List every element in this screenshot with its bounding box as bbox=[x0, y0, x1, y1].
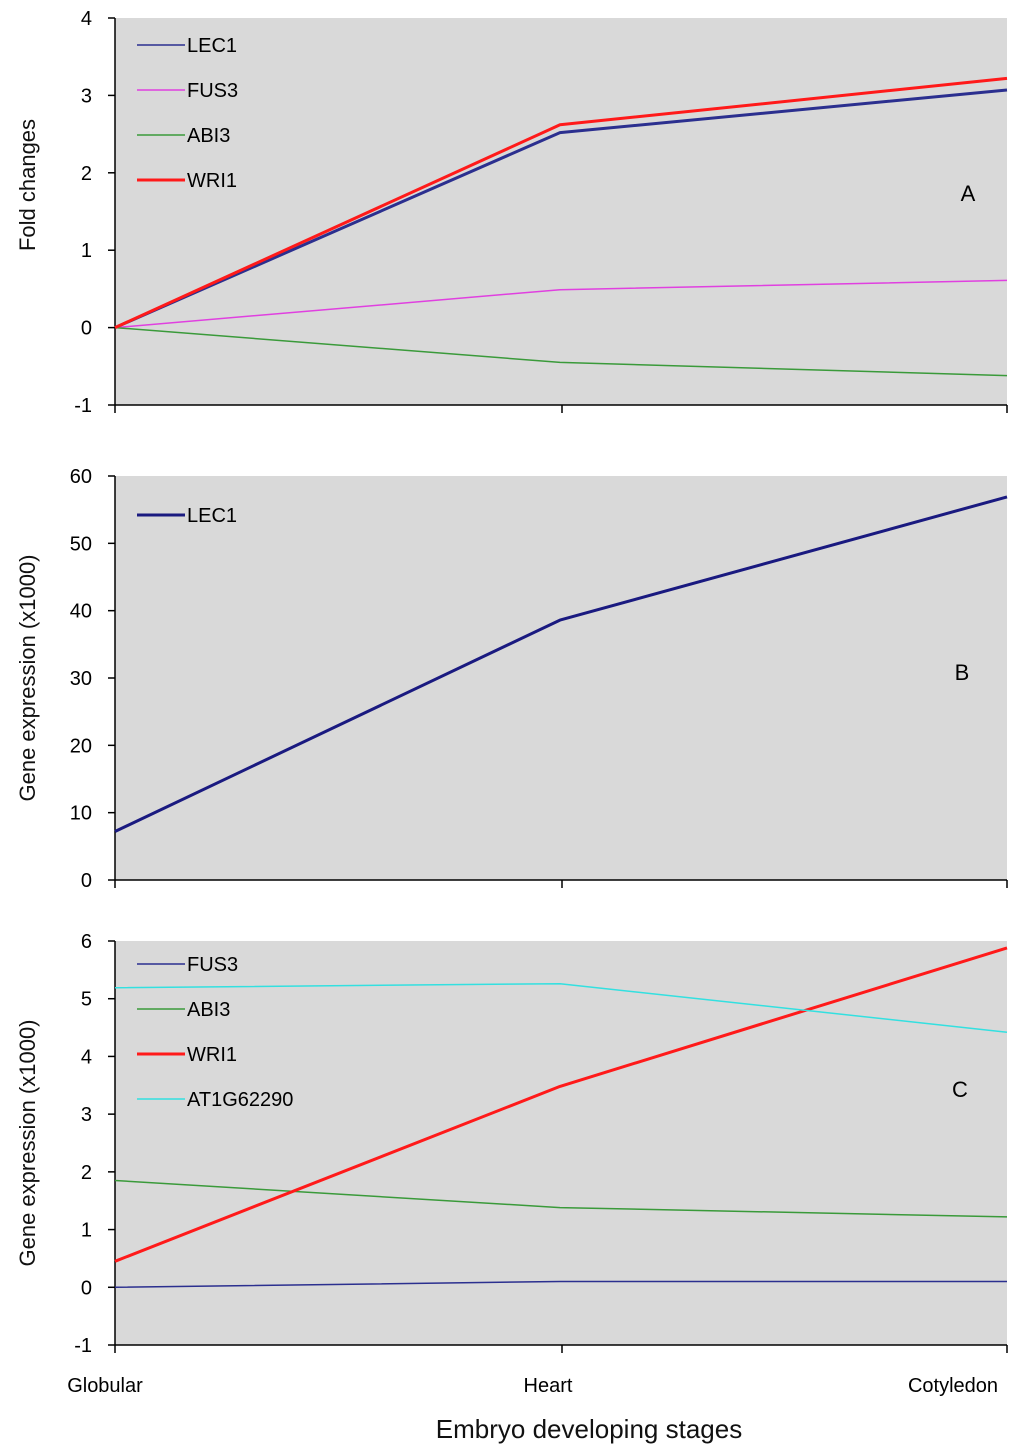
y-tick-label: 40 bbox=[70, 601, 92, 623]
y-tick-label: 3 bbox=[81, 1104, 92, 1126]
plot-area-c bbox=[115, 941, 1007, 1345]
plot-area-a bbox=[115, 18, 1007, 405]
x-tick-label: Globular bbox=[67, 1375, 143, 1397]
y-tick-label: 0 bbox=[81, 1277, 92, 1299]
legend-label: WRI1 bbox=[187, 170, 237, 192]
y-tick-label: 3 bbox=[81, 85, 92, 107]
y-tick-label: 2 bbox=[81, 1162, 92, 1184]
panel-letter: C bbox=[952, 1077, 968, 1102]
legend-label: LEC1 bbox=[187, 505, 237, 527]
y-tick-label: 0 bbox=[81, 870, 92, 892]
y-tick-label: 10 bbox=[70, 803, 92, 825]
legend-label: FUS3 bbox=[187, 954, 238, 976]
y-tick-label: 1 bbox=[81, 240, 92, 262]
y-tick-label: 4 bbox=[81, 1046, 92, 1068]
y-tick-label: -1 bbox=[74, 1335, 92, 1357]
y-axis-title: Gene expression (x1000) bbox=[15, 1019, 40, 1266]
legend-label: AT1G62290 bbox=[187, 1089, 293, 1111]
y-tick-label: 2 bbox=[81, 163, 92, 185]
x-axis-title: Embryo developing stages bbox=[436, 1414, 742, 1444]
y-tick-label: -1 bbox=[74, 395, 92, 417]
legend-label: LEC1 bbox=[187, 35, 237, 57]
y-tick-label: 50 bbox=[70, 533, 92, 555]
y-axis-title: Fold changes bbox=[15, 119, 40, 251]
y-tick-label: 0 bbox=[81, 318, 92, 340]
legend-label: WRI1 bbox=[187, 1044, 237, 1066]
y-axis-title: Gene expression (x1000) bbox=[15, 554, 40, 801]
panel-letter: B bbox=[955, 660, 970, 685]
y-tick-label: 4 bbox=[81, 8, 92, 30]
y-tick-label: 60 bbox=[70, 466, 92, 488]
x-tick-label: Cotyledon bbox=[908, 1375, 998, 1397]
legend-label: ABI3 bbox=[187, 999, 230, 1021]
y-tick-label: 5 bbox=[81, 989, 92, 1011]
legend-label: FUS3 bbox=[187, 80, 238, 102]
plot-area-b bbox=[115, 476, 1007, 880]
y-tick-label: 20 bbox=[70, 735, 92, 757]
y-tick-label: 1 bbox=[81, 1220, 92, 1242]
panel-letter: A bbox=[961, 181, 976, 206]
y-tick-label: 6 bbox=[81, 931, 92, 953]
y-tick-label: 30 bbox=[70, 668, 92, 690]
x-tick-label: Heart bbox=[524, 1375, 573, 1397]
legend-label: ABI3 bbox=[187, 125, 230, 147]
